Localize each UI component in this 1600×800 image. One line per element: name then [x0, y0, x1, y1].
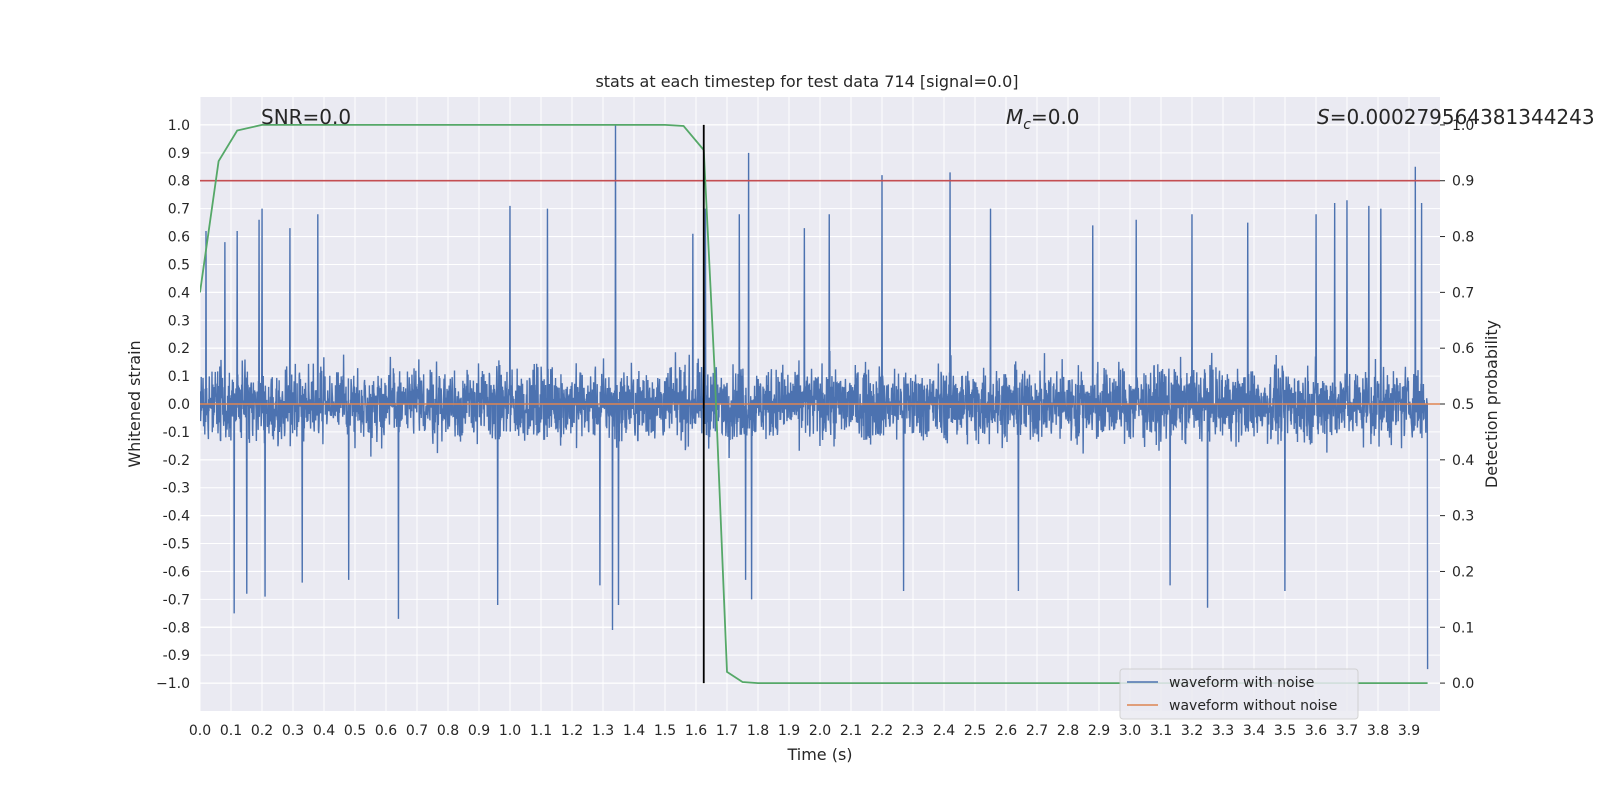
- x-tick-label: 2.6: [995, 723, 1017, 739]
- legend: waveform with noise waveform without noi…: [1119, 668, 1359, 720]
- x-tick-label: 1.4: [623, 723, 645, 739]
- x-tick-label: 3.5: [1274, 723, 1296, 739]
- x-tick-label: 0.4: [313, 723, 335, 739]
- x-tick-label: 1.3: [592, 723, 614, 739]
- x-tick-label: 3.8: [1367, 723, 1389, 739]
- y-tick-label-left: -0.3: [163, 481, 190, 497]
- y-axis-label-right: Detection probability: [1482, 320, 1501, 488]
- y-tick-label-left: 0.0: [168, 397, 190, 413]
- series-waveform-with-noise: [200, 124, 1429, 670]
- x-axis-label: Time (s): [786, 745, 852, 764]
- s-value-tail: 3: [1582, 105, 1595, 129]
- chirp-mass-subscript: c: [1023, 117, 1031, 133]
- x-tick-label: 0.5: [344, 723, 366, 739]
- x-tick-label: 0.0: [189, 723, 211, 739]
- x-tick-label: 2.7: [1026, 723, 1048, 739]
- x-tick-label: 3.0: [1119, 723, 1141, 739]
- x-tick-label: 3.4: [1243, 723, 1265, 739]
- y-tick-label-right: 0.6: [1452, 341, 1474, 357]
- x-tick-label: 0.1: [220, 723, 242, 739]
- x-tick-label: 2.2: [871, 723, 893, 739]
- x-tick-label: 1.9: [778, 723, 800, 739]
- y-tick-label-left: -0.6: [163, 564, 190, 580]
- y-axis-label-left: Whitened strain: [125, 340, 144, 467]
- x-tick-label: 1.8: [747, 723, 769, 739]
- y-tick-label-right: 0.5: [1452, 397, 1474, 413]
- x-tick-label: 3.1: [1150, 723, 1172, 739]
- x-axis: 0.0 0.1 0.2 0.3 0.4 0.5 0.6 0.7 0.8 0.9 1.0 1.1 1.2 1…: [189, 723, 1420, 739]
- legend-box: [1119, 668, 1359, 720]
- x-tick-label: 3.9: [1398, 723, 1420, 739]
- y-tick-label-left: 0.9: [168, 146, 190, 162]
- y-tick-label-right: 0.7: [1452, 285, 1474, 301]
- y-tick-label-left: -0.9: [163, 648, 190, 664]
- y-tick-label-left: -0.5: [163, 537, 190, 553]
- x-tick-label: 2.3: [902, 723, 924, 739]
- x-tick-label: 2.0: [809, 723, 831, 739]
- y-tick-label-left: -0.7: [163, 592, 190, 608]
- x-tick-label: 1.0: [499, 723, 521, 739]
- y-axis-left: 1.0 0.9 0.8 0.7 0.6 0.5 0.4 0.3 0.2 0.1 0.0 -0.1 -0.…: [156, 118, 190, 692]
- x-tick-label: 1.2: [561, 723, 583, 739]
- x-tick-label: 2.1: [840, 723, 862, 739]
- y-tick-label-right: 1.0: [1452, 118, 1474, 134]
- x-tick-label: 3.6: [1305, 723, 1327, 739]
- y-tick-label-left: -0.1: [163, 425, 190, 441]
- y-tick-label-left: 0.7: [168, 202, 190, 218]
- y-tick-label-left: 1.0: [168, 118, 190, 134]
- y-axis-right: 1.0 0.9 0.8 0.7 0.6 0.5 0.4 0.3 0.2 0.1 0.0: [1440, 118, 1474, 692]
- s-symbol: S: [1317, 105, 1330, 129]
- x-tick-label: 3.2: [1181, 723, 1203, 739]
- x-tick-label: 0.8: [437, 723, 459, 739]
- y-tick-label-left: -0.4: [163, 509, 190, 525]
- y-tick-label-left: 0.2: [168, 341, 190, 357]
- x-tick-label: 1.5: [654, 723, 676, 739]
- y-tick-label-left: 0.1: [168, 369, 190, 385]
- x-tick-label: 2.4: [933, 723, 955, 739]
- y-tick-label-left: -0.2: [163, 453, 190, 469]
- y-tick-label-right: 0.0: [1452, 676, 1474, 692]
- x-tick-label: 0.3: [282, 723, 304, 739]
- y-tick-label-right: 0.4: [1452, 453, 1474, 469]
- s-value: =0.00027956438134424: [1330, 105, 1582, 129]
- x-tick-label: 0.9: [468, 723, 490, 739]
- legend-label-noise: waveform with noise: [1169, 675, 1314, 691]
- y-tick-label-left: 0.3: [168, 313, 190, 329]
- y-tick-label-right: 0.3: [1452, 509, 1474, 525]
- x-tick-label: 2.8: [1057, 723, 1079, 739]
- legend-label-clean: waveform without noise: [1169, 698, 1337, 714]
- y-tick-label-left: 0.5: [168, 257, 190, 273]
- y-tick-label-right: 0.9: [1452, 174, 1474, 190]
- x-tick-label: 1.6: [685, 723, 707, 739]
- chirp-mass-value: =0.0: [1031, 105, 1080, 129]
- y-tick-label-left: -0.8: [163, 620, 190, 636]
- chart-title: stats at each timestep for test data 714…: [595, 72, 1018, 91]
- chirp-mass-annotation: Mc=0.0: [1006, 105, 1080, 133]
- x-tick-label: 1.1: [530, 723, 552, 739]
- y-tick-label-right: 0.1: [1452, 620, 1474, 636]
- snr-annotation: SNR=0.0: [261, 105, 351, 129]
- x-tick-label: 2.9: [1088, 723, 1110, 739]
- x-tick-label: 0.6: [375, 723, 397, 739]
- y-tick-label-right: 0.8: [1452, 230, 1474, 246]
- x-tick-label: 3.7: [1336, 723, 1358, 739]
- x-tick-label: 0.2: [251, 723, 273, 739]
- x-tick-label: 0.7: [406, 723, 428, 739]
- s-annotation: S=0.000279564381344243: [1317, 105, 1595, 129]
- y-tick-label-left: 0.8: [168, 174, 190, 190]
- y-tick-label-right: 0.2: [1452, 564, 1474, 580]
- x-tick-label: 1.7: [716, 723, 738, 739]
- y-tick-label-left: 0.6: [168, 230, 190, 246]
- x-tick-label: 2.5: [964, 723, 986, 739]
- chirp-mass-symbol: M: [1006, 105, 1023, 129]
- y-tick-label-left: 0.4: [168, 285, 190, 301]
- y-tick-label-left: −1.0: [156, 676, 190, 692]
- x-tick-label: 3.3: [1212, 723, 1234, 739]
